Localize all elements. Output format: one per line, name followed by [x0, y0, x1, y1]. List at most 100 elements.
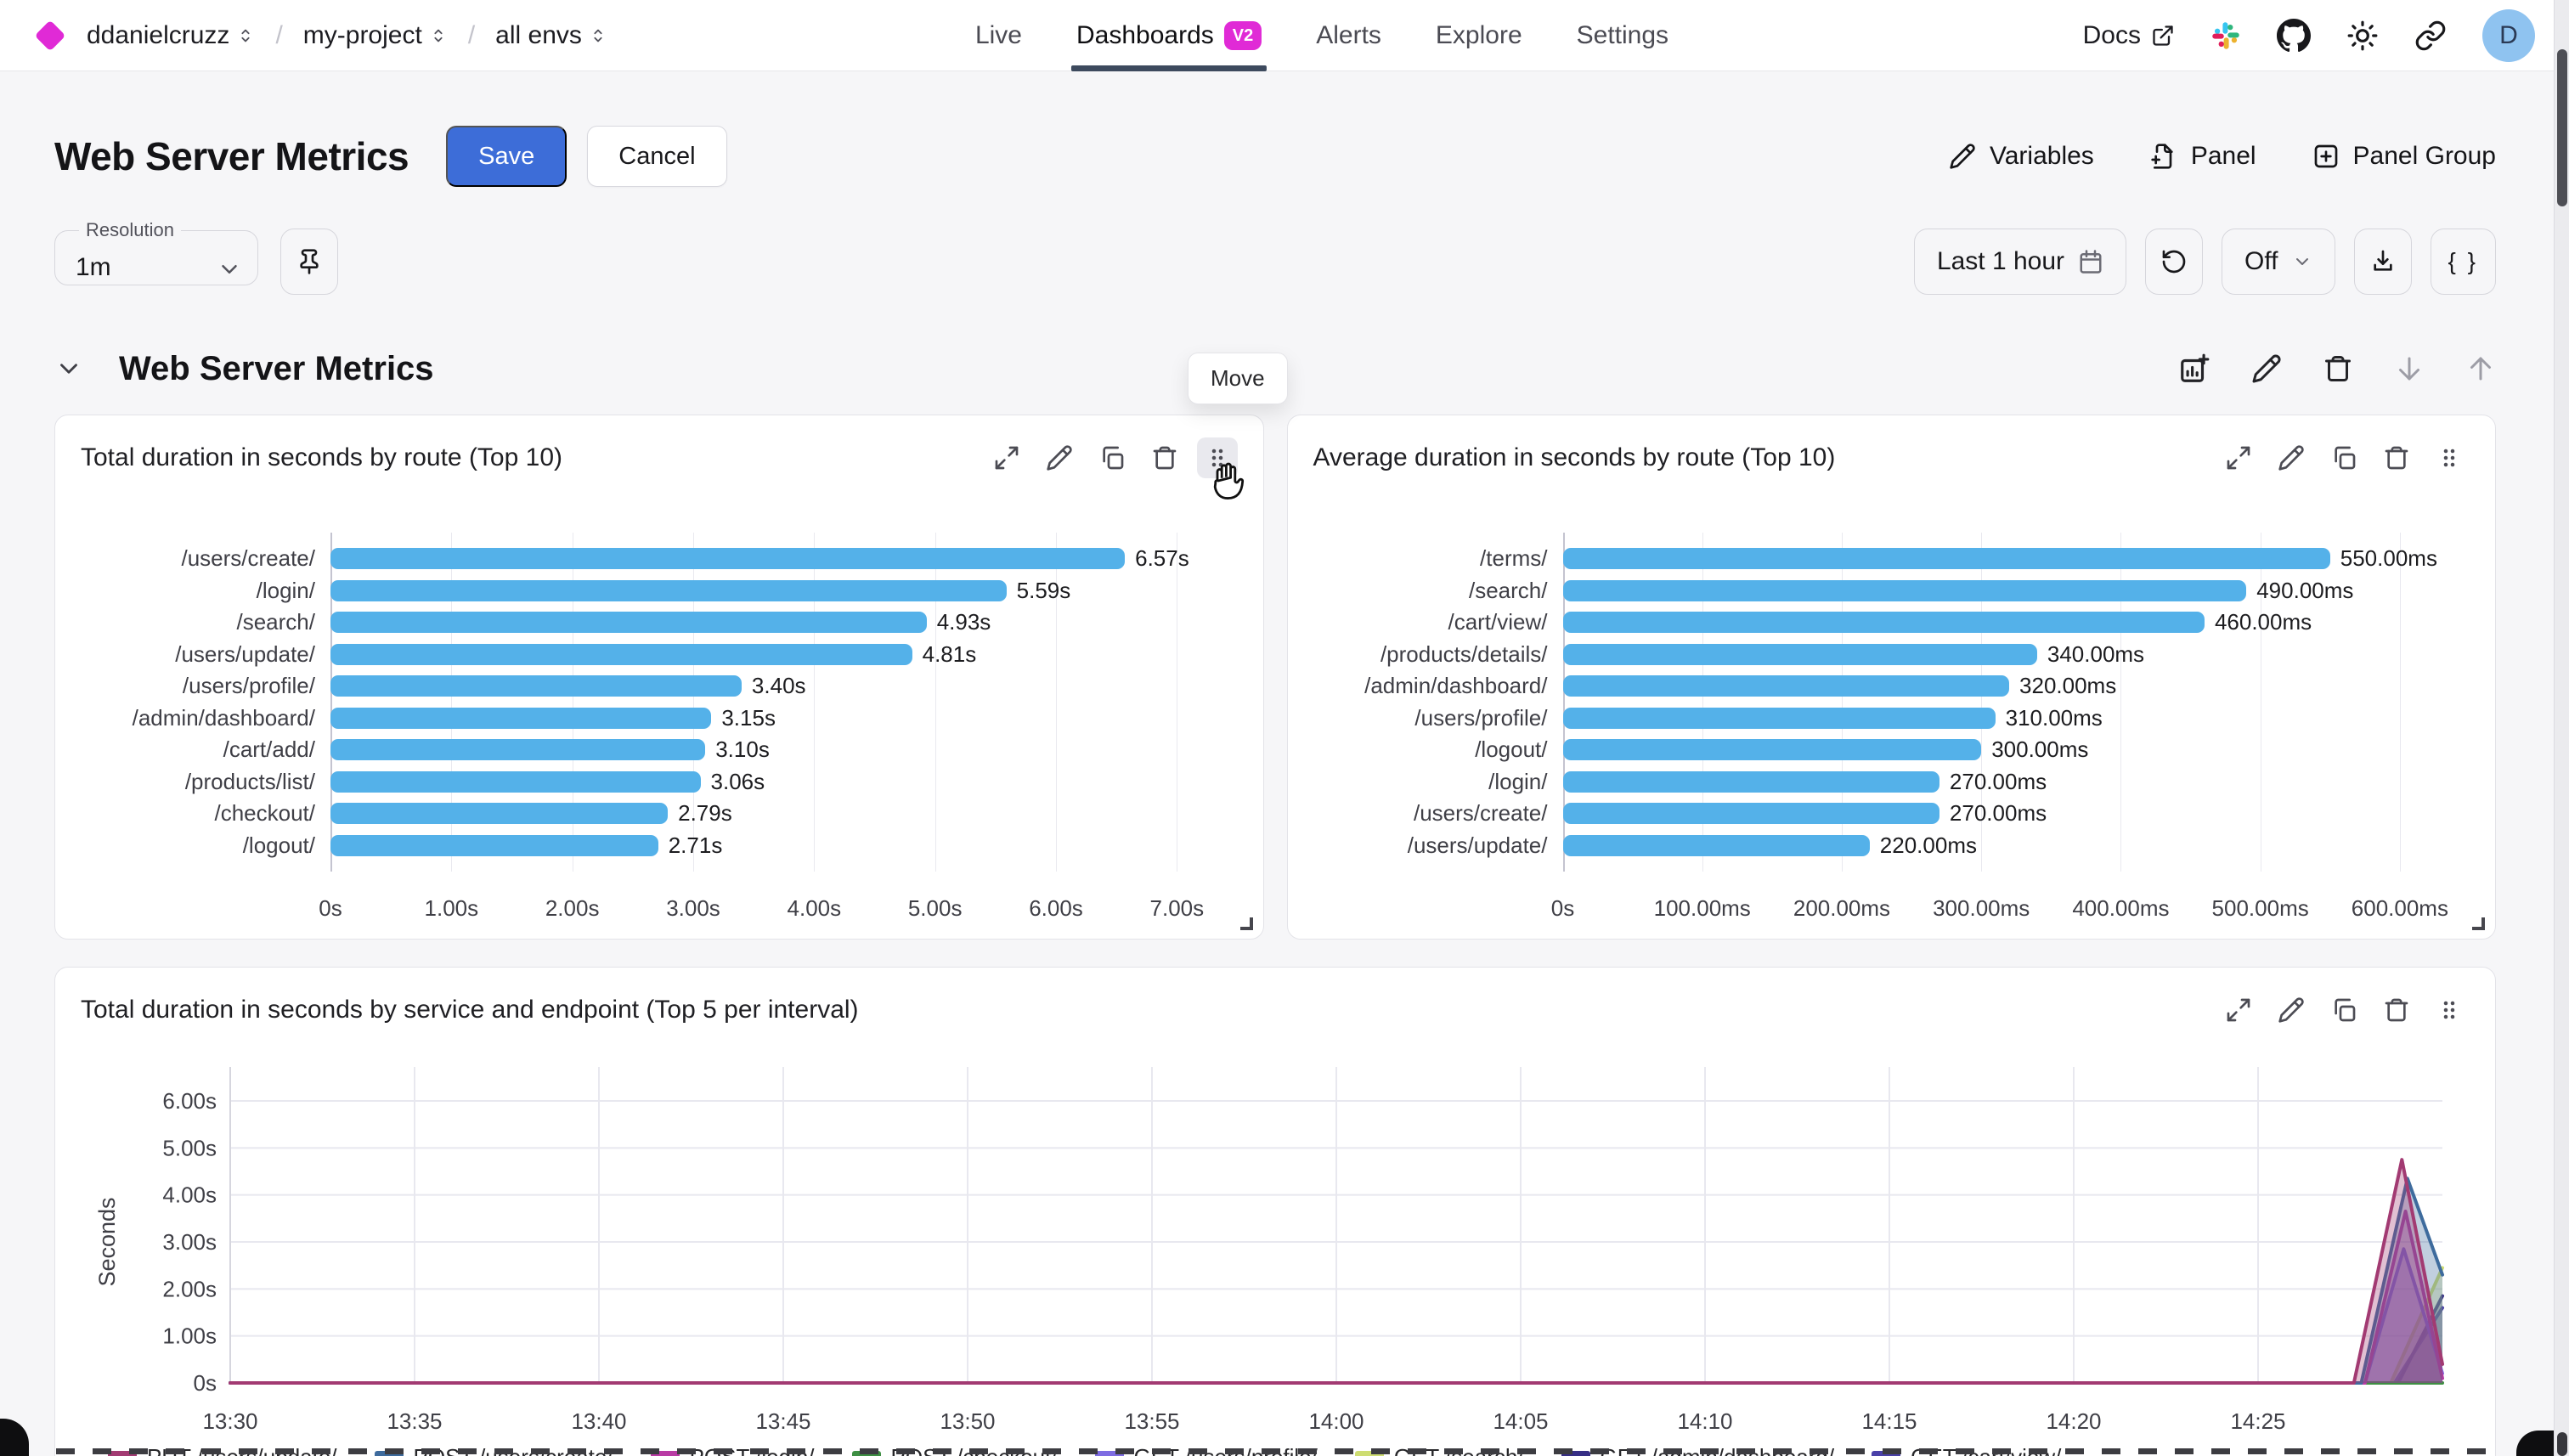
delete-panel-icon[interactable] [2376, 437, 2417, 478]
time-range-button[interactable]: Last 1 hour [1913, 229, 2127, 295]
collapse-chevron-icon[interactable] [54, 354, 83, 383]
tab-explore[interactable]: Explore [1436, 0, 1522, 71]
bar-row: /search/490.00ms [1313, 575, 2470, 607]
duplicate-panel-icon[interactable] [1092, 437, 1132, 478]
chart-gridlines [330, 533, 1238, 872]
duplicate-panel-icon[interactable] [2323, 437, 2364, 478]
edit-panel-icon[interactable] [2271, 990, 2312, 1030]
slack-icon[interactable] [2210, 20, 2241, 51]
org-name: ddanielcruzz [87, 20, 230, 49]
json-view-button[interactable]: { } [2430, 229, 2496, 295]
scrollbar-thumb-bottom[interactable] [2557, 1432, 2567, 1456]
x-tick-label: 13:35 [387, 1408, 442, 1434]
x-tick-label: 200.00ms [1793, 895, 1891, 921]
bar-row: /search/4.93s [81, 607, 1238, 639]
bar-value-label: 300.00ms [1991, 736, 2089, 763]
drag-handle-icon[interactable] [2429, 437, 2470, 478]
edit-section-icon[interactable] [2251, 353, 2282, 384]
expand-panel-icon[interactable] [2218, 437, 2259, 478]
bar [1562, 803, 1939, 825]
refresh-icon [2160, 248, 2188, 275]
save-button[interactable]: Save [446, 126, 567, 187]
resize-handle[interactable] [1239, 917, 1253, 930]
project-name: my-project [302, 20, 422, 49]
docs-link[interactable]: Docs [2083, 21, 2175, 50]
add-panel-button[interactable]: Panel [2150, 142, 2256, 171]
resolution-select[interactable]: Resolution 1m [54, 219, 258, 285]
bar-value-label: 460.00ms [2214, 609, 2312, 635]
bar-chart: /terms/550.00ms/search/490.00ms/cart/vie… [1288, 533, 2496, 934]
user-avatar[interactable]: D [2482, 8, 2535, 62]
tab-settings[interactable]: Settings [1577, 0, 1668, 71]
delete-panel-icon[interactable] [2376, 990, 2417, 1030]
share-link-icon[interactable] [2414, 20, 2447, 52]
category-label: /cart/add/ [223, 736, 315, 763]
avatar-initial: D [2499, 20, 2518, 49]
bar-row: /users/update/4.81s [81, 639, 1238, 671]
chevron-down-icon [2292, 251, 2312, 272]
bar-value-label: 2.79s [678, 800, 732, 827]
pin-resolution-button[interactable] [280, 229, 338, 295]
category-label: /terms/ [1480, 545, 1548, 572]
theme-sun-icon[interactable] [2346, 20, 2379, 52]
category-label: /logout/ [242, 832, 315, 858]
x-tick-label: 14:20 [2046, 1408, 2101, 1434]
bar-value-label: 340.00ms [2047, 641, 2145, 667]
category-label: /users/profile/ [1414, 704, 1548, 731]
bar-row: /logout/2.71s [81, 830, 1238, 862]
cancel-button[interactable]: Cancel [587, 126, 727, 187]
github-icon[interactable] [2277, 18, 2311, 53]
expand-panel-icon[interactable] [2218, 990, 2259, 1030]
duplicate-panel-icon[interactable] [2323, 990, 2364, 1030]
tab-label: Live [974, 20, 1022, 49]
category-label: /admin/dashboard/ [1364, 673, 1548, 699]
x-tick-label: 13:30 [202, 1408, 257, 1434]
resize-handle[interactable] [2472, 917, 2485, 930]
delete-section-icon[interactable] [2323, 353, 2353, 384]
auto-refresh-value: Off [2244, 247, 2278, 275]
category-label: /cart/view/ [1448, 609, 1548, 635]
y-tick-label: 6.00s [162, 1088, 217, 1114]
docs-label: Docs [2082, 20, 2141, 49]
scrollbar-thumb[interactable] [2557, 49, 2567, 206]
project-switcher[interactable]: my-project [303, 21, 448, 50]
brand-logo-icon[interactable] [34, 20, 66, 51]
category-label: /checkout/ [214, 800, 315, 827]
add-panel-group-button[interactable]: Panel Group [2312, 142, 2496, 171]
y-tick-label: 1.00s [162, 1323, 217, 1349]
x-tick-label: 7.00s [1149, 895, 1205, 921]
export-button[interactable] [2353, 229, 2412, 295]
category-label: /logout/ [1475, 736, 1548, 763]
edit-panel-icon[interactable] [1039, 437, 1080, 478]
panel-title: Average duration in seconds by route (To… [1313, 443, 1836, 471]
title-bar: Web Server Metrics Save Cancel Variables… [54, 126, 2496, 187]
bar-row: /cart/add/3.10s [81, 734, 1238, 766]
tab-live[interactable]: Live [975, 0, 1022, 71]
delete-panel-icon[interactable] [1144, 437, 1185, 478]
refresh-button[interactable] [2145, 229, 2204, 295]
drop-indicator-dashed [56, 1448, 2487, 1454]
corner-overlay-right [2516, 1431, 2555, 1456]
corner-overlay-left [0, 1419, 29, 1456]
vertical-scrollbar[interactable] [2554, 0, 2569, 1456]
bar [330, 579, 1007, 601]
y-tick-label: 3.00s [162, 1229, 217, 1255]
env-switcher[interactable]: all envs [495, 21, 607, 50]
drag-handle-icon[interactable] [2429, 990, 2470, 1030]
edit-panel-icon[interactable] [2271, 437, 2312, 478]
move-section-down-icon[interactable] [2394, 353, 2425, 384]
category-label: /login/ [256, 577, 315, 603]
tab-dashboards[interactable]: Dashboards V2 [1070, 0, 1268, 71]
tab-alerts[interactable]: Alerts [1316, 0, 1381, 71]
add-chart-icon[interactable] [2178, 353, 2210, 385]
move-section-up-icon[interactable] [2465, 353, 2496, 384]
y-tick-label: 4.00s [162, 1182, 217, 1208]
org-switcher[interactable]: ddanielcruzz [87, 21, 255, 50]
expand-panel-icon[interactable] [986, 437, 1027, 478]
auto-refresh-select[interactable]: Off [2222, 229, 2335, 295]
resolution-label: Resolution [86, 219, 174, 240]
bar-value-label: 3.06s [710, 768, 765, 794]
variables-button[interactable]: Variables [1949, 142, 2094, 171]
y-tick-label: 5.00s [162, 1135, 217, 1160]
bar [1562, 579, 2247, 601]
